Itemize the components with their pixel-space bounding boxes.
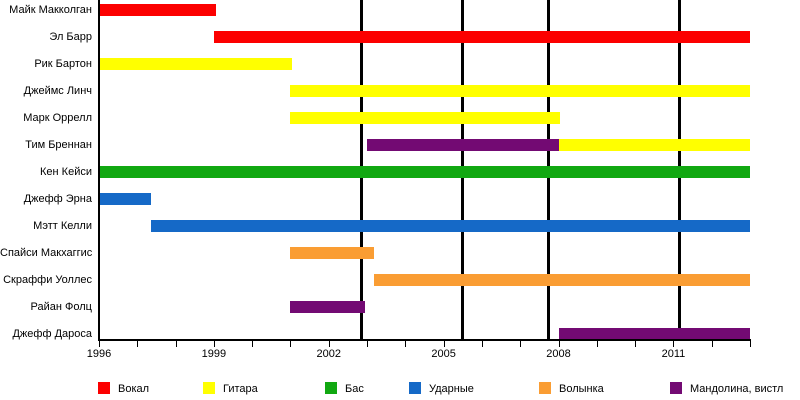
x-axis-tick	[481, 341, 483, 347]
x-axis-tick	[290, 341, 292, 347]
x-axis-tick-label: 1999	[201, 348, 227, 360]
legend-label: Бас	[345, 383, 364, 395]
member-name-label: Джефф Эрна	[23, 193, 92, 205]
timeline-bar	[99, 58, 293, 70]
x-axis-tick	[558, 341, 560, 347]
timeline-bar	[99, 193, 152, 205]
legend-label: Вокал	[118, 383, 150, 395]
x-axis-tick	[175, 341, 177, 347]
legend-color-swatch	[409, 382, 421, 394]
x-axis-tick	[711, 341, 713, 347]
legend-label: Гитара	[223, 383, 258, 395]
timeline-bar	[99, 166, 750, 178]
timeline-bar	[290, 85, 750, 97]
x-axis-tick	[328, 341, 330, 347]
x-axis-tick	[635, 341, 637, 347]
legend-color-swatch	[203, 382, 215, 394]
x-axis-tick-label: 2008	[546, 348, 571, 360]
y-axis-line	[98, 0, 100, 341]
legend-color-swatch	[325, 382, 337, 394]
timeline-bar	[290, 301, 366, 313]
timeline-bar	[99, 4, 216, 16]
member-name-label: Кен Кейси	[40, 166, 92, 178]
member-name-label: Спайси Макхаггис	[0, 247, 93, 259]
member-name-label: Майк Макколган	[9, 4, 92, 16]
x-axis-tick	[750, 341, 751, 347]
legend-label: Мандолина, вистл	[690, 383, 784, 395]
timeline-bar	[150, 220, 750, 232]
x-axis-tick	[443, 341, 445, 347]
x-axis-tick	[596, 341, 598, 347]
legend-color-swatch	[98, 382, 110, 394]
x-axis-tick-label: 1996	[86, 348, 112, 360]
x-axis-tick	[213, 341, 215, 347]
x-axis-tick-label: 2011	[661, 348, 686, 360]
x-axis-tick	[99, 341, 100, 347]
timeline-bar	[213, 31, 750, 43]
x-axis-tick	[520, 341, 522, 347]
x-axis-tick	[405, 341, 407, 347]
member-name-label: Райан Фолц	[30, 301, 92, 313]
timeline-bar	[558, 328, 750, 340]
legend-color-swatch	[539, 382, 551, 394]
legend-label: Волынка	[559, 383, 604, 395]
legend-color-swatch	[670, 382, 682, 394]
x-axis-tick	[367, 341, 369, 347]
member-name-label: Тим Бреннан	[25, 139, 92, 151]
member-name-label: Джефф Дароса	[12, 328, 92, 340]
member-name-label: Рик Бартон	[34, 58, 92, 70]
member-name-label: Марк Оррелл	[23, 112, 92, 124]
timeline-bar	[290, 112, 561, 124]
member-name-label: Скраффи Уоллес	[3, 274, 92, 286]
member-name-label: Джеймс Линч	[23, 85, 92, 97]
x-axis-tick-label: 2002	[316, 348, 341, 360]
x-axis-tick-label: 2005	[431, 348, 456, 360]
member-name-label: Эл Барр	[49, 31, 92, 43]
legend-label: Ударные	[429, 383, 474, 395]
x-axis-line	[98, 339, 751, 341]
timeline-bar	[290, 247, 374, 259]
x-axis-tick	[673, 341, 675, 347]
x-axis-tick	[252, 341, 254, 347]
timeline-bar	[367, 139, 559, 151]
timeline-bar	[558, 139, 750, 151]
x-axis-tick	[137, 341, 139, 347]
member-name-label: Мэтт Келли	[33, 220, 92, 232]
timeline-bar	[373, 274, 750, 286]
